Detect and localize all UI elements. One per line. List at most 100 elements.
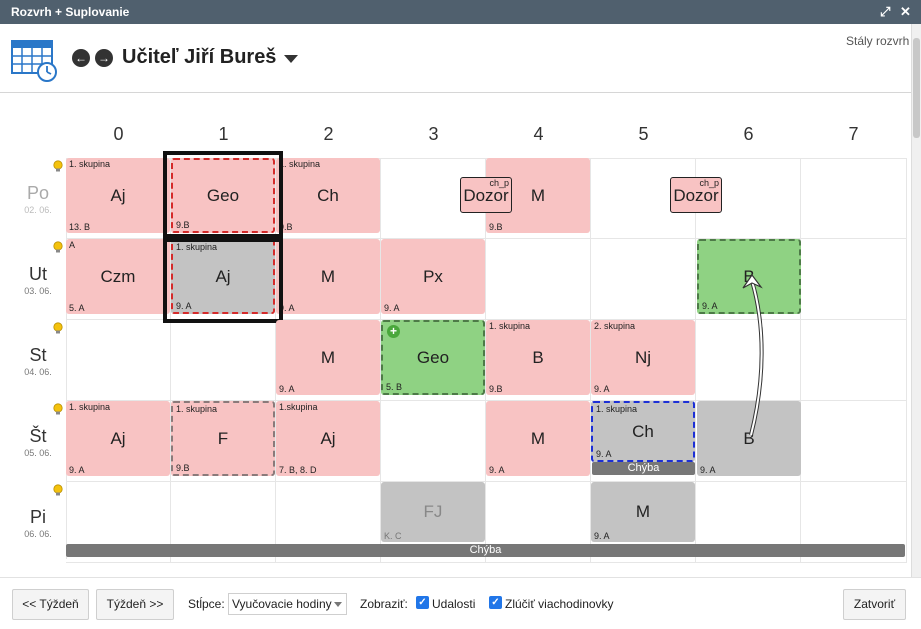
lesson-class: 7. B, 8. D [279, 465, 317, 475]
lesson-group: 1. skupina [279, 159, 321, 169]
prev-week-button[interactable]: << Týždeň [12, 589, 89, 620]
grid-cell[interactable] [66, 401, 171, 482]
next-arrow-icon[interactable]: → [95, 49, 113, 67]
grid-cell[interactable] [801, 401, 907, 482]
supervision-badge[interactable]: ch_p Dozor [460, 177, 512, 213]
supervision-tag: ch_p [699, 178, 719, 188]
lesson-card-selected[interactable]: 1. skupina Aj 9. A [171, 239, 275, 314]
grid-cell[interactable] [66, 158, 171, 239]
lesson-card[interactable]: A Czm 5. A [66, 239, 170, 314]
lightbulb-icon[interactable] [52, 484, 64, 496]
lesson-class: 13. B [69, 222, 91, 232]
supervision-badge[interactable]: ch_p Dozor [670, 177, 722, 213]
lesson-card[interactable]: 1. skupina Ch 9.B [276, 158, 380, 233]
grid-cell[interactable] [486, 401, 591, 482]
close-button[interactable]: Zatvoriť [843, 589, 906, 620]
supervision-tag: ch_p [489, 178, 509, 188]
lesson-class: 9. A [594, 384, 610, 394]
grid-cell[interactable] [591, 401, 696, 482]
lesson-card[interactable]: 2. skupina Nj 9. A [591, 320, 695, 395]
vertical-scrollbar[interactable] [911, 24, 921, 577]
lesson-card[interactable]: M 9. A [276, 320, 380, 395]
lesson-subject: Aj [110, 428, 126, 448]
grid-cell[interactable] [381, 482, 486, 563]
grid-cell[interactable] [591, 482, 696, 563]
grid-cell[interactable] [276, 158, 381, 239]
lesson-card-selected[interactable]: Geo 9.B [171, 158, 275, 233]
close-icon[interactable]: ✕ [900, 4, 911, 19]
columns-select[interactable]: Vyučovacie hodiny [228, 593, 347, 615]
grid-cell[interactable] [486, 158, 591, 239]
lesson-subject: M [530, 185, 546, 205]
lesson-subject: Ch [632, 421, 654, 441]
absence-bar: Chýba [66, 544, 905, 557]
lightbulb-icon[interactable] [52, 160, 64, 172]
lesson-subject: Nj [634, 347, 652, 367]
lesson-card-added[interactable]: + Geo 5. B [381, 320, 485, 395]
grid-cell[interactable] [696, 320, 801, 401]
lesson-card[interactable]: M 9. A [486, 401, 590, 476]
grid-cell[interactable] [801, 482, 907, 563]
lightbulb-icon[interactable] [52, 403, 64, 415]
column-header-2: 2 [323, 124, 334, 144]
grid-cell[interactable] [381, 401, 486, 482]
lesson-subject: Ch [317, 185, 339, 205]
lesson-card-cancelled[interactable]: B 9. A [697, 401, 801, 476]
grid-cell[interactable] [381, 320, 486, 401]
grid-cell[interactable] [276, 482, 381, 563]
grid-cell[interactable] [696, 158, 801, 239]
events-checkbox[interactable]: ✓ [416, 596, 429, 609]
column-header-6: 6 [743, 124, 754, 144]
lesson-card[interactable]: 1. skupina Aj 13. B [66, 158, 170, 233]
events-label[interactable]: Udalosti [432, 597, 476, 611]
grid-cell[interactable] [66, 320, 171, 401]
grid-cell[interactable] [486, 239, 591, 320]
permanent-schedule-link[interactable]: Stály rozvrh [846, 34, 910, 48]
lightbulb-icon[interactable] [52, 322, 64, 334]
lesson-card-planned[interactable]: 1. skupina F 9.B [171, 401, 275, 476]
scrollbar-thumb[interactable] [913, 38, 920, 138]
column-header-3: 3 [428, 124, 439, 144]
lesson-subject: Czm [100, 266, 136, 286]
lesson-group: 1. skupina [176, 404, 218, 414]
day-name-st: St [29, 345, 47, 365]
show-label: Zobraziť: [360, 597, 408, 611]
maximize-icon[interactable]: ⤢ [880, 4, 891, 19]
grid-cell[interactable] [591, 239, 696, 320]
lesson-subject: Geo [206, 185, 240, 205]
grid-cell[interactable] [66, 482, 171, 563]
lesson-card[interactable]: Px 9. A [381, 239, 485, 314]
prev-arrow-icon[interactable]: ← [72, 49, 90, 67]
lesson-card-highlighted[interactable]: 1. skupina Ch 9. A [591, 401, 695, 462]
lightbulb-icon[interactable] [52, 241, 64, 253]
grid-cell[interactable] [171, 401, 276, 482]
lesson-card-moved[interactable]: B 9. A [697, 239, 801, 314]
lesson-card[interactable]: 1. skupina Aj 9. A [66, 401, 170, 476]
merge-checkbox[interactable]: ✓ [489, 596, 502, 609]
grid-cell[interactable] [591, 320, 696, 401]
grid-cell[interactable] [276, 401, 381, 482]
lesson-card[interactable]: M 9. A [276, 239, 380, 314]
lesson-subject: Geo [416, 347, 450, 367]
lesson-card-cancelled[interactable]: FJ K. C [381, 482, 485, 542]
teacher-dropdown-caret[interactable] [284, 55, 298, 63]
grid-cell[interactable] [171, 320, 276, 401]
lesson-card-cancelled[interactable]: M 9. A [591, 482, 695, 542]
lesson-class: 5. A [69, 303, 85, 313]
grid-cell[interactable] [276, 239, 381, 320]
grid-cell[interactable] [801, 239, 907, 320]
grid-cell[interactable] [66, 239, 171, 320]
lesson-card[interactable]: 1. skupina B 9.B [486, 320, 590, 395]
next-week-button[interactable]: Týždeň >> [96, 589, 174, 620]
grid-cell[interactable] [381, 239, 486, 320]
grid-cell[interactable] [486, 320, 591, 401]
merge-label[interactable]: Zlúčiť viachodinovky [505, 597, 614, 611]
lesson-card[interactable]: 1.skupina Aj 7. B, 8. D [276, 401, 380, 476]
window-titlebar: Rozvrh + Suplovanie ⤢ ✕ [0, 0, 921, 24]
grid-cell[interactable] [696, 482, 801, 563]
grid-cell[interactable] [801, 158, 907, 239]
grid-cell[interactable] [486, 482, 591, 563]
grid-cell[interactable] [276, 320, 381, 401]
grid-cell[interactable] [801, 320, 907, 401]
grid-cell[interactable] [171, 482, 276, 563]
